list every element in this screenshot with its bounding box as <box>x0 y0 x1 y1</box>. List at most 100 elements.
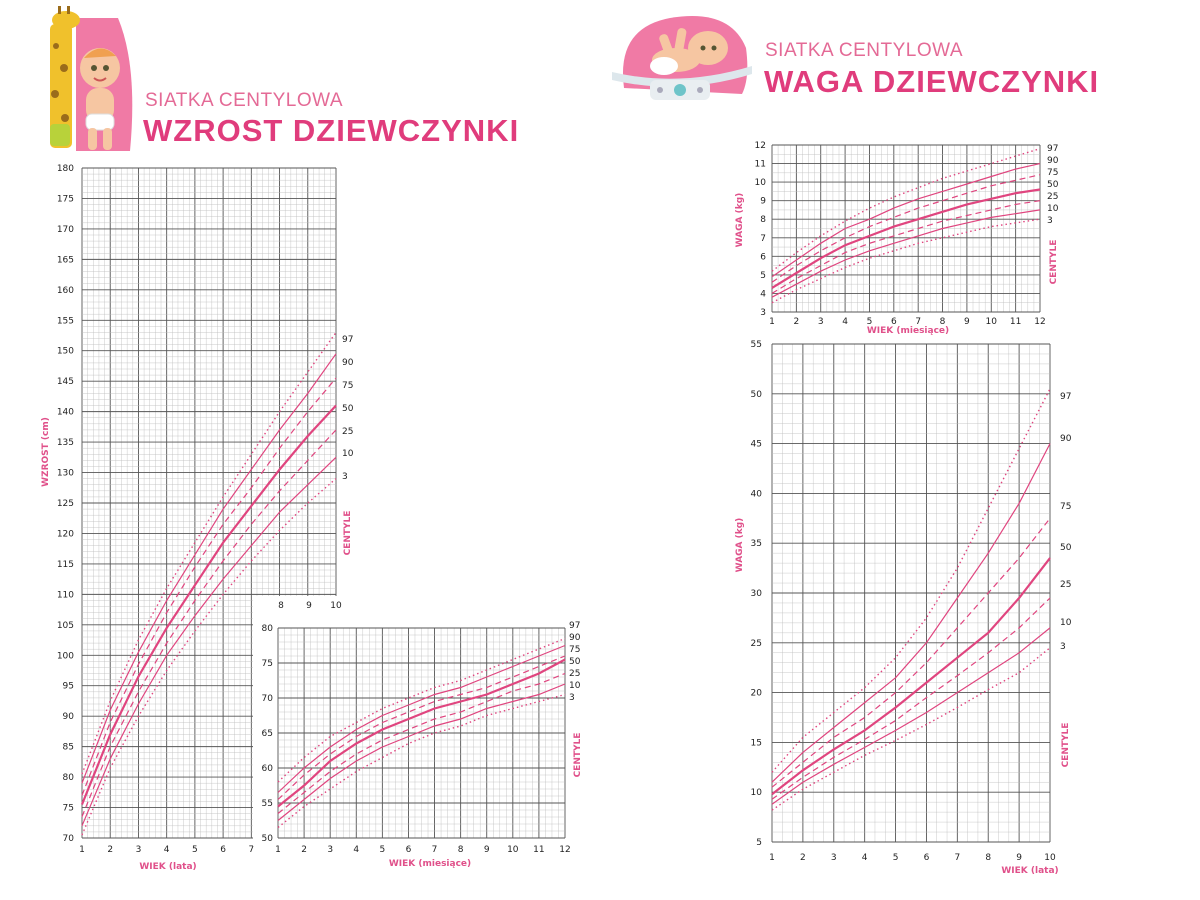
series-line-p10 <box>771 209 1041 298</box>
percentile-label: 3 <box>342 472 348 482</box>
grid <box>771 343 1051 843</box>
series-line-p50 <box>771 188 1041 289</box>
y-tick-label: 15 <box>751 738 762 748</box>
y-tick-label: 35 <box>751 539 762 549</box>
header-subtitle-left: SIATKA CENTYLOWA <box>145 90 344 111</box>
series-line-p90 <box>277 644 566 793</box>
percentile-label: 10 <box>1060 618 1072 628</box>
y-tick-label: 40 <box>751 489 763 499</box>
percentile-label: 97 <box>1047 144 1058 154</box>
y-tick-label: 135 <box>57 438 74 448</box>
x-tick-label: 10 <box>330 601 342 611</box>
chart-weight-years: 1 2 3 4 5 6 7 8 9 1051015202530354045505597907550… <box>735 340 1072 876</box>
series-line-p25 <box>81 429 337 817</box>
percentile-label: 50 <box>1060 543 1072 553</box>
y-tick-label: 130 <box>57 469 74 479</box>
x-tick-label: 5 <box>893 853 899 863</box>
series-line-p90 <box>81 353 337 784</box>
x-tick-label: 2 <box>793 317 799 327</box>
y-tick-label: 65 <box>262 729 273 739</box>
y-tick-label: 55 <box>751 340 762 350</box>
x-tick-label: 3 <box>831 853 837 863</box>
percentile-label: 3 <box>1060 642 1066 652</box>
percentile-label: 97 <box>1060 392 1071 402</box>
percentile-label: 50 <box>569 657 581 667</box>
x-tick-label: 1 <box>79 845 85 855</box>
x-tick-label: 2 <box>800 853 806 863</box>
percentile-label: 50 <box>342 404 354 414</box>
percentile-label: 25 <box>1047 192 1058 202</box>
y-tick-label: 145 <box>57 377 74 387</box>
y-tick-label: 140 <box>57 408 74 418</box>
y-tick-label: 120 <box>57 529 74 539</box>
x-tick-label: 9 <box>1016 853 1022 863</box>
percentile-axis-label: CENTYLE <box>1061 723 1071 768</box>
series-line-p50 <box>80 404 337 805</box>
y-tick-label: 55 <box>262 799 273 809</box>
y-tick-label: 170 <box>57 225 74 235</box>
x-tick-label: 7 <box>954 853 960 863</box>
x-tick-label: 8 <box>278 601 284 611</box>
y-tick-label: 70 <box>63 834 75 844</box>
series-line-p3 <box>771 218 1041 304</box>
percentile-label: 10 <box>1047 204 1059 214</box>
y-tick-label: 3 <box>760 308 766 318</box>
series-line-p10 <box>771 627 1051 805</box>
percentile-axis-label: CENTYLE <box>343 511 353 556</box>
series-line-p25 <box>277 672 566 814</box>
y-tick-label: 5 <box>760 271 766 281</box>
y-tick-label: 60 <box>262 764 274 774</box>
x-tick-label: 5 <box>867 317 873 327</box>
x-axis-label: WIEK (miesiące) <box>867 326 949 336</box>
x-tick-label: 6 <box>406 845 412 855</box>
y-tick-label: 4 <box>760 289 766 299</box>
percentile-label: 3 <box>1047 216 1053 226</box>
x-tick-label: 4 <box>862 853 868 863</box>
percentile-label: 75 <box>569 645 580 655</box>
y-tick-label: 6 <box>760 252 766 262</box>
y-tick-label: 20 <box>751 689 763 699</box>
percentile-axis-label: CENTYLE <box>1049 240 1059 285</box>
series-line-p50 <box>277 658 566 808</box>
y-tick-label: 11 <box>755 160 766 170</box>
y-tick-label: 125 <box>57 499 74 509</box>
y-tick-label: 105 <box>57 621 74 631</box>
series-line-p10 <box>81 456 337 827</box>
x-tick-label: 8 <box>458 845 464 855</box>
percentile-label: 50 <box>1047 180 1059 190</box>
series-line-p75 <box>81 377 337 796</box>
percentile-label: 10 <box>569 681 581 691</box>
x-tick-label: 7 <box>432 845 438 855</box>
series-line-p25 <box>771 597 1051 800</box>
series-line-p75 <box>771 174 1041 283</box>
y-tick-label: 75 <box>63 804 74 814</box>
header-title-right: WAGA DZIEWCZYNKI <box>764 64 1100 99</box>
y-tick-label: 10 <box>751 788 763 798</box>
y-tick-label: 165 <box>57 255 74 265</box>
grid <box>771 144 1041 313</box>
x-tick-label: 9 <box>964 317 970 327</box>
series-line-p3 <box>81 478 337 836</box>
x-tick-label: 3 <box>327 845 333 855</box>
x-tick-label: 1 <box>769 853 775 863</box>
percentile-label: 90 <box>1047 156 1059 166</box>
y-tick-label: 8 <box>760 215 766 225</box>
x-tick-label: 10 <box>507 845 519 855</box>
x-tick-label: 5 <box>192 845 198 855</box>
x-tick-label: 12 <box>559 845 570 855</box>
y-tick-label: 110 <box>57 590 74 600</box>
y-axis-label: WAGA (kg) <box>735 518 745 573</box>
x-axis-label: WIEK (miesiące) <box>389 859 471 869</box>
percentile-label: 90 <box>342 358 354 368</box>
percentile-label: 25 <box>569 669 580 679</box>
x-tick-label: 1 <box>275 845 281 855</box>
series-line-p25 <box>771 200 1041 294</box>
percentile-label: 25 <box>342 427 353 437</box>
x-tick-label: 6 <box>924 853 930 863</box>
series-line-p3 <box>771 647 1051 811</box>
y-tick-label: 90 <box>63 712 75 722</box>
x-tick-label: 4 <box>164 845 170 855</box>
y-axis-label: WZROST (cm) <box>41 417 51 487</box>
percentile-label: 25 <box>1060 580 1071 590</box>
